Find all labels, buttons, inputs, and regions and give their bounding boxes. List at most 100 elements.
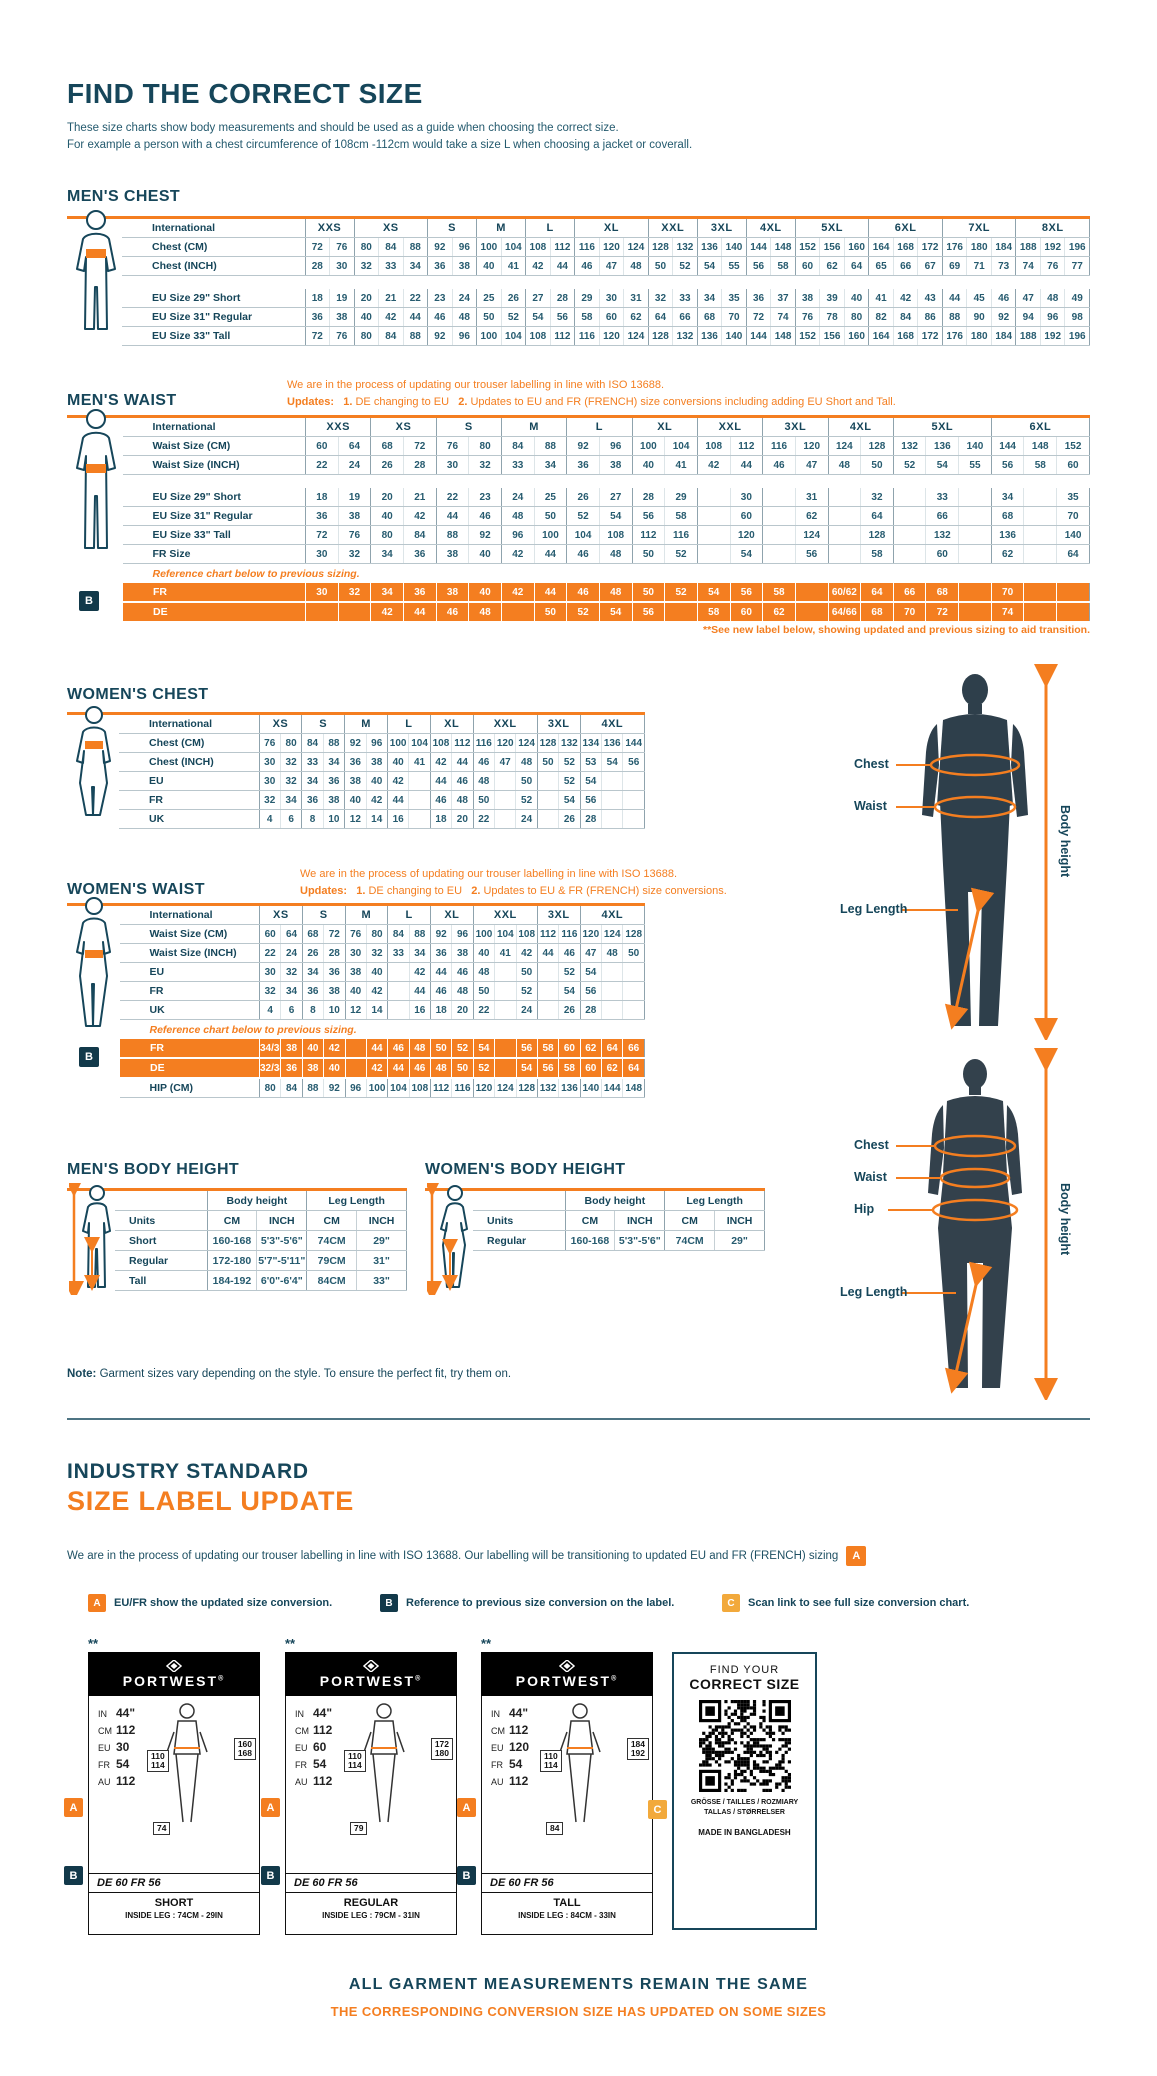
table-row: Reference chart below to previous sizing… [152, 567, 360, 580]
portwest-logo: PORTWEST® [285, 1652, 457, 1696]
label-figure-icon [363, 1703, 405, 1823]
label-footer: TALL INSIDE LEG : 84CM - 33IN [481, 1893, 653, 1935]
male-height-figure-icon [69, 1183, 111, 1295]
size-table: International XXS XS S M L XL XXL 3XL 4XL 5XL 6XL Wa… [122, 418, 1091, 623]
c-badge: C [722, 1594, 740, 1612]
womens-waist-table: B International XS S M L XL XXL 3XL 4XL Waist Siz… [67, 897, 646, 1098]
table-row: DE 42 44 46 48 50 52 54 56 58 60 62 64/66 68 70 72 74 [122, 602, 1090, 623]
size-row: AU 112 [295, 1774, 333, 1788]
table-row: Waist Size (INCH) 22 24 26 28 30 32 33 34 36 38 40 4… [119, 943, 645, 963]
c-badge: C [648, 1800, 667, 1819]
mens-waist-title: MEN'S WAIST [67, 392, 177, 409]
waist-measure-box: 110 114 [540, 1750, 562, 1772]
mens-body-height-table: Body height Leg Length Units CM INCH CM INCH Sh… [67, 1183, 407, 1295]
transition-stars: ** [285, 1636, 296, 1651]
table-row: EU Size 33" Tall 72 76 80 84 88 92 96 100 104 108 1… [122, 326, 1090, 346]
size-row: IN 44" [491, 1706, 529, 1720]
female-chest-figure-icon [76, 706, 111, 816]
female-height-figure-icon [427, 1183, 468, 1295]
units-row: Units CM INCH CM INCH [473, 1210, 765, 1231]
group-header-row: Body height Leg Length [473, 1191, 765, 1211]
size-label-card: ** PORTWEST® IN 44" CM 112 EU 30 FR 54 AU 112 110 114… [64, 1636, 260, 1935]
mens-waist-update-note: We are in the process of updating our tr… [287, 379, 896, 408]
male-waist-figure-icon [76, 409, 116, 549]
legend-item: C Scan link to see full size conversion c… [722, 1594, 969, 1612]
table-row: UK 4 6 8 10 12 14 16 18 20 22 24 26 28 [119, 809, 645, 829]
table-row: Chest (INCH) 28 30 32 33 34 36 38 40 41 42 44 46 47 48… [122, 256, 1090, 276]
page-subtitle-1: These size charts show body measurements… [67, 122, 619, 134]
a-badge: A [88, 1594, 106, 1612]
label-body: IN 44" CM 112 EU 30 FR 54 AU 112 110 114 160 168 74 DE … [88, 1696, 260, 1893]
waist-measure-box: 110 114 [344, 1750, 366, 1772]
table-row: Short 160-168 5'3"-5'6" 74CM 29" [115, 1230, 407, 1251]
industry-heading-1: INDUSTRY STANDARD [67, 1460, 309, 1483]
size-row: CM 112 [491, 1723, 529, 1737]
qr-size-card: C FIND YOUR CORRECT SIZE GRÖSSE / TAILLE… [648, 1652, 817, 1930]
womens-waist-update-note: We are in the process of updating our tr… [300, 868, 727, 897]
womens-waist-title: WOMEN'S WAIST [67, 881, 205, 898]
table-row: EU Size 31" Regular 36 38 40 42 44 46 48 50 52 54 5… [122, 307, 1090, 327]
table-row: HIP (CM) 80 84 88 92 96 100 104 108 112 116 120 124 1… [119, 1078, 645, 1098]
size-row: FR 54 [98, 1757, 130, 1771]
diamond-icon [363, 1659, 379, 1672]
size-row: CM 112 [295, 1723, 333, 1737]
size-row: FR 54 [491, 1757, 523, 1771]
size-header-row: International XXS XS S M L XL XXL 3XL 4XL 5XL 6XL 7X… [122, 219, 1090, 238]
size-label-card: ** PORTWEST® IN 44" CM 112 EU 120 FR 54 AU 112 110 11… [457, 1636, 653, 1935]
mens-waist-footnote: **See new label below, showing updated a… [703, 624, 1090, 636]
table-row: FR 30 32 34 36 38 40 42 44 46 48 50 52 54 56 58 60/62 64 6… [122, 583, 1090, 603]
mens-body-height-title: MEN'S BODY HEIGHT [67, 1161, 240, 1178]
size-header-row: International XS S M L XL XXL 3XL 4XL [119, 715, 646, 734]
body-height-table: Body height Leg Length Units CM INCH CM INCH Sh… [115, 1191, 407, 1291]
b-badge: B [261, 1866, 280, 1885]
leg-length-figure-label: Leg Length [840, 1285, 908, 1299]
size-row: IN 44" [295, 1706, 333, 1720]
size-table: International XXS XS S M L XL XXL 3XL 4XL 5XL 6XL 7X… [122, 219, 1090, 346]
size-row: AU 112 [491, 1774, 529, 1788]
industry-heading-2: SIZE LABEL UPDATE [67, 1486, 355, 1516]
table-row: Chest (CM) 76 80 84 88 92 96 100 104 108 112 116 120… [119, 733, 645, 753]
units-row: Units CM INCH CM INCH [115, 1210, 407, 1231]
a-badge: A [846, 1546, 867, 1566]
portwest-logo: PORTWEST® [88, 1652, 260, 1696]
legend-item: B Reference to previous size conversion o… [380, 1594, 674, 1612]
table-row [122, 276, 1090, 290]
b-badge: B [380, 1594, 398, 1612]
body-height-figure-label: Body height [1058, 805, 1072, 878]
industry-paragraph: We are in the process of updating our tr… [67, 1546, 1090, 1566]
group-header-row: Body height Leg Length [115, 1191, 407, 1211]
qr-langs-2: TALLAS / STØRRELSER [704, 1809, 785, 1816]
diamond-icon [559, 1659, 575, 1672]
size-row: AU 112 [98, 1774, 136, 1788]
portwest-logo: PORTWEST® [481, 1652, 653, 1696]
legend-item: A EU/FR show the updated size conversion. [88, 1594, 332, 1612]
waist-measure-box: 110 114 [147, 1750, 169, 1772]
a-badge: A [457, 1798, 476, 1817]
size-row: CM 112 [98, 1723, 136, 1737]
table-row: FR 32 34 36 38 40 42 44 46 48 50 52 54 56 [119, 981, 645, 1001]
size-row: FR 54 [295, 1757, 327, 1771]
previous-size-row: DE 60 FR 56 [482, 1873, 652, 1892]
table-row: EU Size 29" Short 18 19 20 21 22 23 24 25 26 27 28 2… [122, 289, 1090, 308]
page-title: FIND THE CORRECT SIZE [67, 78, 423, 109]
table-row: Waist Size (CM) 60 64 68 72 76 80 84 88 92 96 100 10… [122, 436, 1090, 456]
b-badge: B [457, 1866, 476, 1885]
a-badge: A [261, 1798, 280, 1817]
page-subtitle-2: For example a person with a chest circum… [67, 139, 693, 151]
female-measurement-figure: Chest Waist Hip Leg Length Body height [840, 1048, 1090, 1402]
mens-waist-table: B International XXS XS S M L XL XXL 3XL 4XL 5XL 6XL… [67, 409, 1091, 623]
female-waist-figure-icon [76, 897, 111, 1027]
table-row [123, 475, 1090, 489]
label-footer: REGULAR INSIDE LEG : 79CM - 31IN [285, 1893, 457, 1935]
body-height-table: Body height Leg Length Units CM INCH CM INCH Re… [473, 1191, 765, 1251]
height-measure-box: 160 168 [233, 1738, 256, 1760]
leg-measure-box: 84 [546, 1822, 564, 1835]
table-row: EU 30 32 34 36 38 40 42 44 46 48 50 52 54 [119, 962, 645, 982]
industry-paragraph-text: We are in the process of updating our tr… [67, 1550, 839, 1562]
height-measure-box: 172 180 [430, 1738, 453, 1760]
b-badge: B [79, 1047, 99, 1067]
label-body: IN 44" CM 112 EU 60 FR 54 AU 112 110 114 172 180 79 DE … [285, 1696, 457, 1893]
size-label-card: ** PORTWEST® IN 44" CM 112 EU 60 FR 54 AU 112 110 114… [261, 1636, 457, 1935]
qr-code-icon[interactable] [698, 1700, 791, 1792]
